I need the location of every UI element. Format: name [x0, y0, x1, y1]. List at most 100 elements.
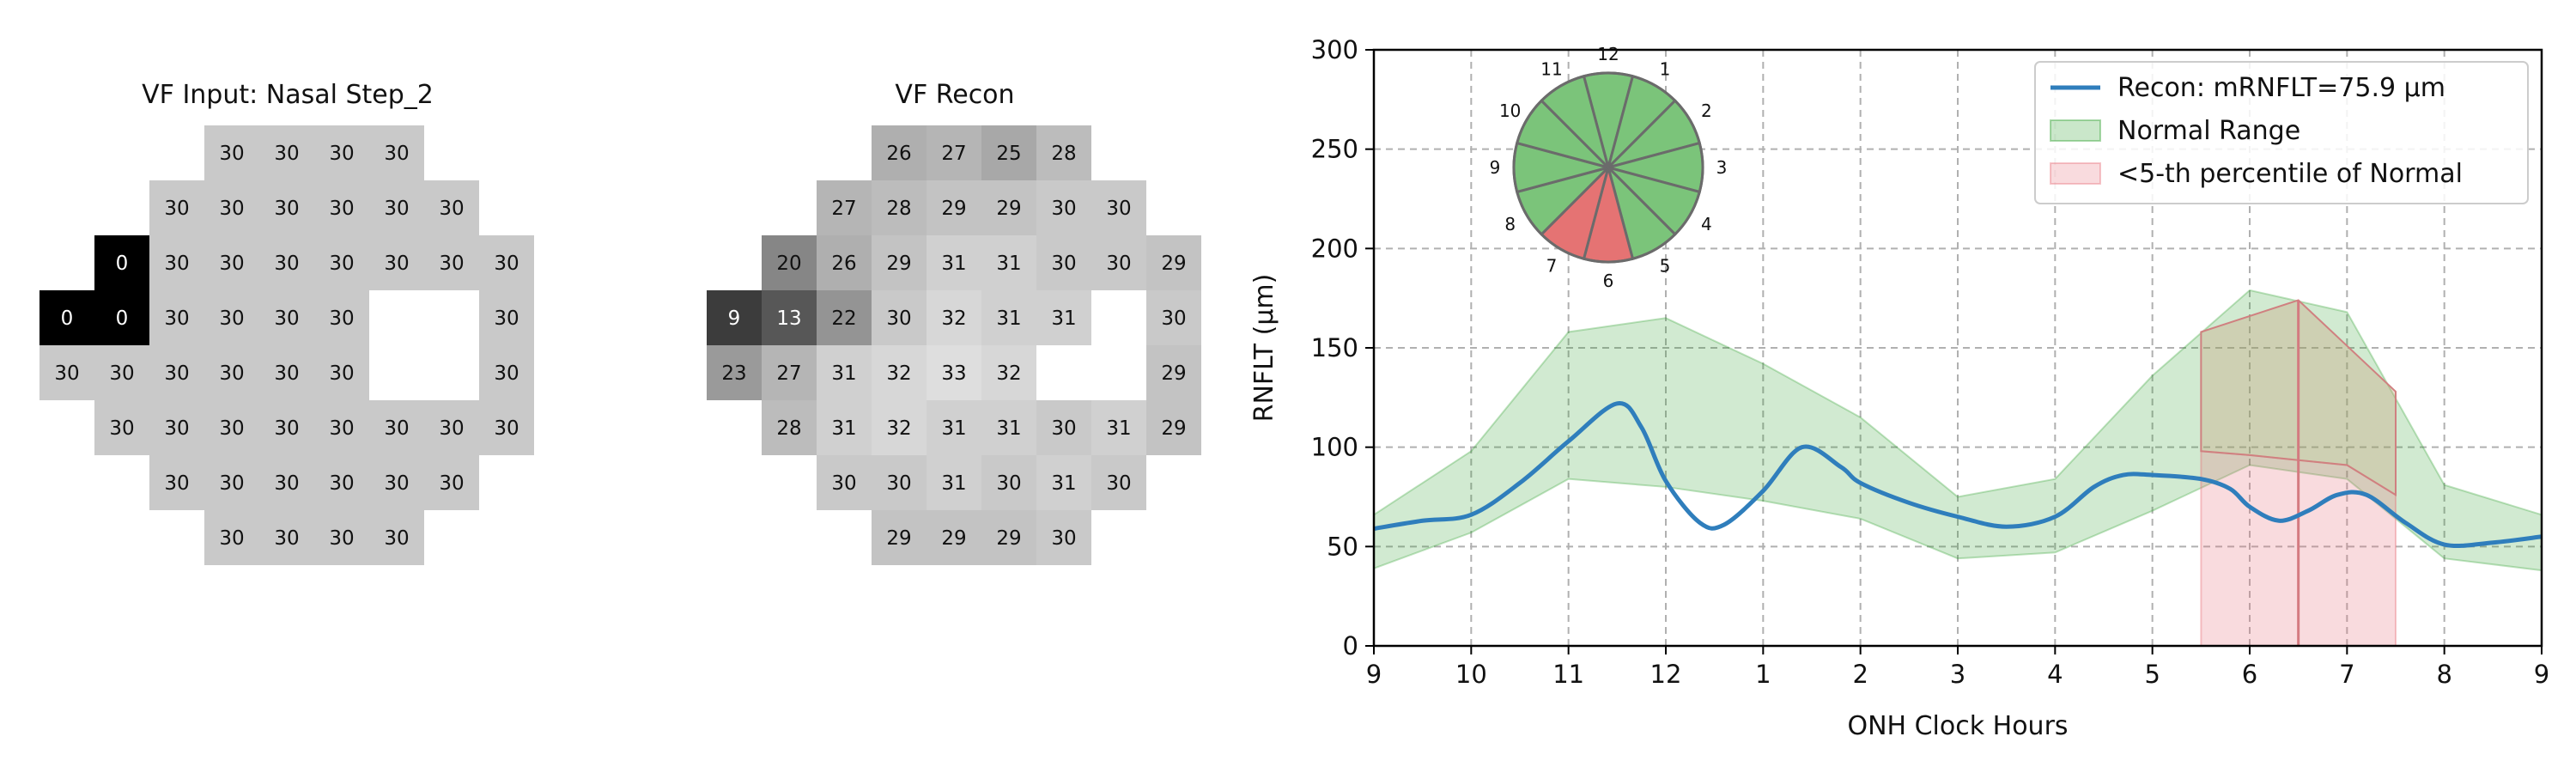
- heatmap-cell-value: 31: [941, 253, 966, 275]
- heatmap-cell-value: 20: [776, 253, 801, 275]
- x-tick-label: 6: [2242, 660, 2257, 689]
- heatmap-cell: [762, 290, 817, 345]
- vf-recon-title: VF Recon: [895, 80, 1014, 110]
- heatmap-cell: [1036, 510, 1091, 565]
- heatmap-cell-value: 30: [1161, 307, 1186, 330]
- heatmap-cell-value: 27: [941, 143, 966, 165]
- heatmap-cell-value: 29: [941, 198, 966, 220]
- heatmap-cell: [872, 235, 927, 290]
- heatmap-cell: [707, 345, 762, 400]
- heatmap-cell-value: 30: [274, 472, 299, 495]
- heatmap-cell: [204, 510, 259, 565]
- vf-input-heatmap: VF Input: Nasal Step_2 30 30 30 30 30 30 30 30 3…: [39, 80, 534, 565]
- heatmap-cell-value: 31: [1051, 472, 1076, 495]
- heatmap-cell-value: 33: [941, 362, 966, 385]
- heatmap-cell: [259, 400, 314, 455]
- heatmap-cell: [872, 290, 927, 345]
- x-tick-label: 8: [2436, 660, 2451, 689]
- clock-hour-label: 9: [1490, 157, 1501, 178]
- heatmap-cell: [314, 345, 369, 400]
- heatmap-cell: [1036, 455, 1091, 510]
- heatmap-cell-value: 29: [1161, 362, 1186, 385]
- heatmap-cell-value: 31: [1051, 307, 1076, 330]
- clock-hour-label: 3: [1716, 157, 1728, 178]
- heatmap-cell: [369, 235, 424, 290]
- heatmap-cell: [927, 510, 981, 565]
- heatmap-cell: [927, 400, 981, 455]
- heatmap-cell: [1146, 400, 1201, 455]
- heatmap-cell-value: 0: [116, 253, 129, 275]
- clock-rim: [1512, 71, 1704, 264]
- heatmap-cell-value: 30: [109, 417, 134, 440]
- legend-entry-label: Normal Range: [2117, 116, 2300, 146]
- heatmap-cell: [927, 455, 981, 510]
- heatmap-cell-value: 32: [941, 307, 966, 330]
- heatmap-cell: [94, 400, 149, 455]
- heatmap-cell-value: 30: [384, 417, 409, 440]
- x-tick-label: 2: [1852, 660, 1868, 689]
- heatmap-cell: [927, 235, 981, 290]
- heatmap-cell-value: 30: [219, 362, 244, 385]
- heatmap-cell: [981, 180, 1036, 235]
- heatmap-cell: [872, 400, 927, 455]
- heatmap-cell-value: 30: [329, 527, 354, 550]
- heatmap-cell: [872, 510, 927, 565]
- heatmap-cell-value: 30: [329, 472, 354, 495]
- heatmap-cell: [204, 455, 259, 510]
- heatmap-cell-value: 30: [219, 472, 244, 495]
- heatmap-cell-value: 30: [274, 198, 299, 220]
- heatmap-cell: [1091, 455, 1146, 510]
- heatmap-cell: [259, 180, 314, 235]
- heatmap-cell: [204, 400, 259, 455]
- heatmap-cell-value: 9: [728, 307, 741, 330]
- heatmap-cell-value: 30: [329, 307, 354, 330]
- heatmap-cell: [369, 125, 424, 180]
- heatmap-cell-value: 30: [329, 198, 354, 220]
- heatmap-cell: [204, 180, 259, 235]
- x-tick-label: 11: [1552, 660, 1584, 689]
- heatmap-cell-value: 30: [219, 143, 244, 165]
- heatmap-cell: [314, 180, 369, 235]
- heatmap-cell: [981, 235, 1036, 290]
- heatmap-cell: [872, 125, 927, 180]
- heatmap-cell-value: 29: [996, 527, 1021, 550]
- heatmap-cell-value: 30: [494, 417, 519, 440]
- heatmap-cell: [259, 510, 314, 565]
- heatmap-cell: [872, 455, 927, 510]
- x-tick-label: 10: [1455, 660, 1487, 689]
- heatmap-cell-value: 29: [941, 527, 966, 550]
- heatmap-cell-value: 30: [1051, 527, 1076, 550]
- heatmap-cell: [259, 345, 314, 400]
- heatmap-cell: [927, 125, 981, 180]
- heatmap-cell: [927, 290, 981, 345]
- legend-box: [2034, 61, 2529, 204]
- heatmap-cell: [94, 235, 149, 290]
- heatmap-cell-value: 30: [274, 253, 299, 275]
- heatmap-cell-value: 30: [886, 472, 911, 495]
- heatmap-cell: [369, 510, 424, 565]
- heatmap-cell: [927, 180, 981, 235]
- heatmap-cell-value: 30: [1106, 198, 1131, 220]
- y-tick-label: 250: [1311, 135, 1358, 164]
- heatmap-cell-value: 30: [1106, 472, 1131, 495]
- heatmap-cell-value: 30: [274, 307, 299, 330]
- heatmap-cell: [314, 455, 369, 510]
- y-tick-label: 300: [1311, 35, 1358, 64]
- heatmap-cell: [1036, 290, 1091, 345]
- clock-hour-label: 4: [1701, 214, 1712, 234]
- heatmap-cell: [817, 235, 872, 290]
- heatmap-cell: [149, 455, 204, 510]
- clock-hour-label: 2: [1701, 100, 1712, 121]
- heatmap-cell-value: 26: [886, 143, 911, 165]
- heatmap-cell-value: 31: [996, 307, 1021, 330]
- heatmap-cell: [479, 345, 534, 400]
- heatmap-cell-value: 30: [274, 527, 299, 550]
- heatmap-cell: [94, 345, 149, 400]
- heatmap-cell-value: 30: [439, 198, 464, 220]
- heatmap-cell: [817, 345, 872, 400]
- x-tick-label: 3: [1950, 660, 1965, 689]
- heatmap-cell: [1146, 345, 1201, 400]
- heatmap-cell: [149, 345, 204, 400]
- heatmap-cell: [817, 455, 872, 510]
- heatmap-cell: [424, 455, 479, 510]
